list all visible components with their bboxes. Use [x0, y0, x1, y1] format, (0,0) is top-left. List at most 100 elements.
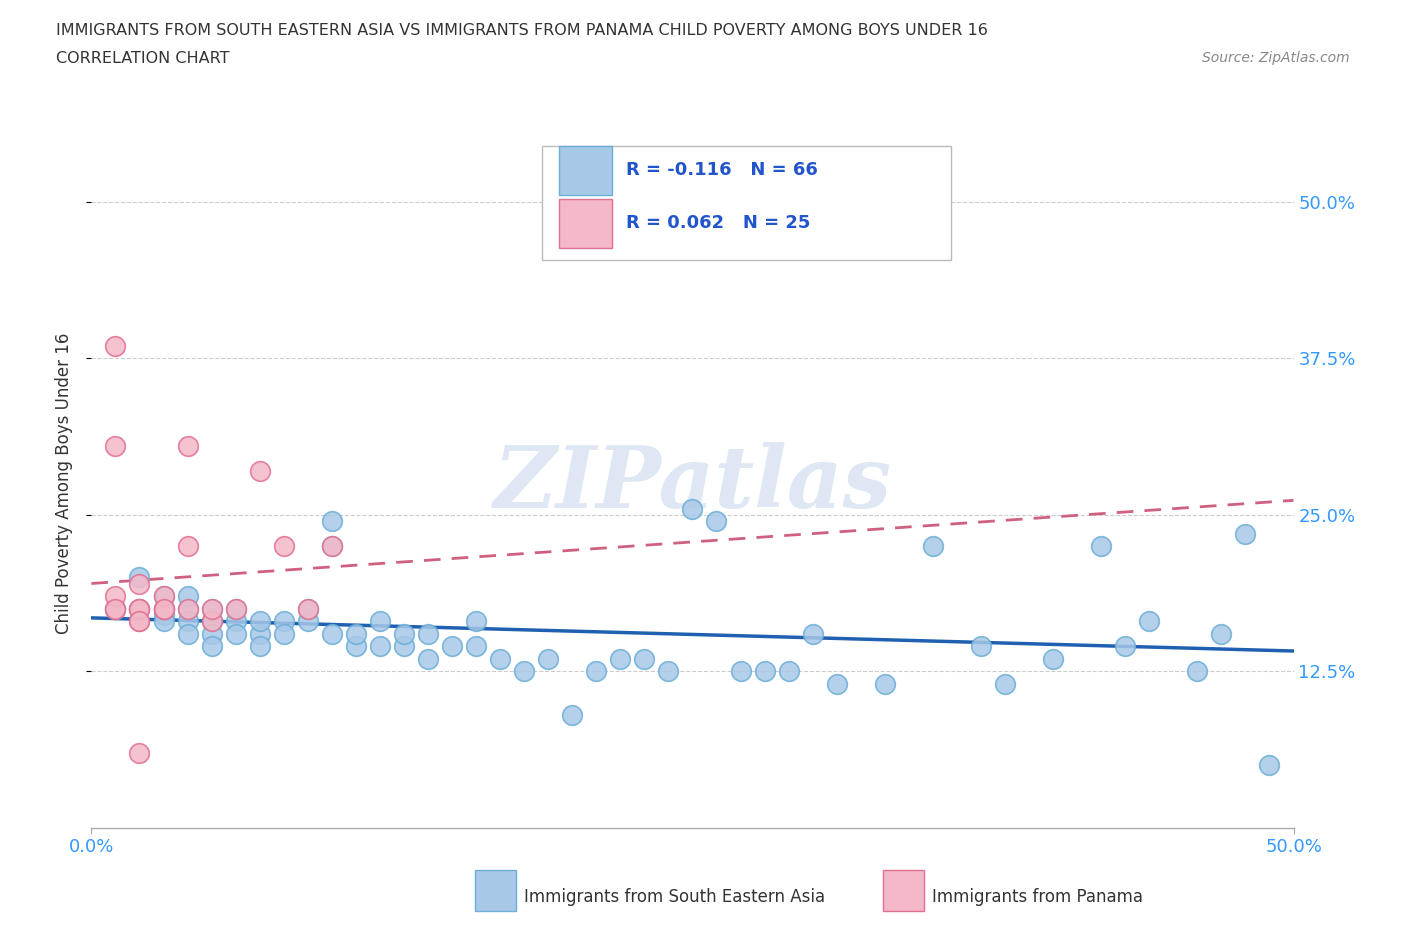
- Point: [754, 664, 776, 679]
- Point: [201, 639, 224, 654]
- Point: [321, 538, 343, 553]
- Point: [801, 626, 824, 641]
- Point: [104, 439, 127, 454]
- Point: [104, 589, 127, 604]
- Point: [176, 602, 198, 617]
- Point: [128, 602, 150, 617]
- Point: [297, 614, 319, 629]
- Point: [128, 602, 150, 617]
- Text: CORRELATION CHART: CORRELATION CHART: [56, 51, 229, 66]
- Point: [225, 626, 247, 641]
- Point: [1090, 538, 1112, 553]
- Point: [249, 464, 271, 479]
- Point: [440, 639, 463, 654]
- Y-axis label: Child Poverty Among Boys Under 16: Child Poverty Among Boys Under 16: [55, 333, 73, 634]
- Point: [657, 664, 679, 679]
- FancyBboxPatch shape: [560, 146, 612, 194]
- Point: [416, 651, 439, 666]
- Point: [249, 639, 271, 654]
- Point: [128, 614, 150, 629]
- Point: [344, 639, 367, 654]
- Point: [249, 614, 271, 629]
- Point: [1234, 526, 1257, 541]
- Point: [152, 614, 174, 629]
- Point: [128, 602, 150, 617]
- Text: R = -0.116   N = 66: R = -0.116 N = 66: [626, 161, 818, 179]
- Point: [201, 626, 224, 641]
- FancyBboxPatch shape: [560, 199, 612, 248]
- Point: [706, 513, 728, 528]
- Text: Immigrants from South Eastern Asia: Immigrants from South Eastern Asia: [524, 888, 825, 907]
- Point: [104, 339, 127, 353]
- Point: [225, 614, 247, 629]
- Point: [176, 614, 198, 629]
- Point: [1187, 664, 1209, 679]
- Text: Source: ZipAtlas.com: Source: ZipAtlas.com: [1202, 51, 1350, 65]
- Point: [1137, 614, 1160, 629]
- Point: [1258, 758, 1281, 773]
- Point: [778, 664, 800, 679]
- Point: [730, 664, 752, 679]
- FancyBboxPatch shape: [543, 146, 950, 260]
- Point: [994, 676, 1017, 691]
- Point: [128, 745, 150, 760]
- Point: [321, 626, 343, 641]
- Point: [128, 614, 150, 629]
- Point: [128, 570, 150, 585]
- Point: [825, 676, 848, 691]
- Point: [176, 439, 198, 454]
- Text: Immigrants from Panama: Immigrants from Panama: [932, 888, 1143, 907]
- Point: [297, 602, 319, 617]
- Point: [225, 602, 247, 617]
- Point: [1211, 626, 1233, 641]
- Point: [368, 639, 391, 654]
- Point: [152, 602, 174, 617]
- Point: [537, 651, 560, 666]
- Point: [128, 577, 150, 591]
- Point: [368, 614, 391, 629]
- Point: [609, 651, 631, 666]
- Point: [1114, 639, 1136, 654]
- Point: [489, 651, 512, 666]
- Point: [273, 626, 295, 641]
- Text: IMMIGRANTS FROM SOUTH EASTERN ASIA VS IMMIGRANTS FROM PANAMA CHILD POVERTY AMONG: IMMIGRANTS FROM SOUTH EASTERN ASIA VS IM…: [56, 23, 988, 38]
- Point: [633, 651, 655, 666]
- Point: [152, 602, 174, 617]
- Point: [201, 614, 224, 629]
- Point: [873, 676, 896, 691]
- Point: [273, 614, 295, 629]
- Point: [201, 602, 224, 617]
- Point: [561, 708, 583, 723]
- Point: [104, 602, 127, 617]
- Point: [465, 639, 488, 654]
- Point: [176, 538, 198, 553]
- Point: [201, 614, 224, 629]
- Text: R = 0.062   N = 25: R = 0.062 N = 25: [626, 215, 811, 232]
- Point: [465, 614, 488, 629]
- Point: [225, 602, 247, 617]
- Point: [176, 602, 198, 617]
- Point: [344, 626, 367, 641]
- Point: [152, 589, 174, 604]
- Point: [104, 602, 127, 617]
- Point: [321, 538, 343, 553]
- Point: [392, 626, 415, 641]
- Point: [970, 639, 993, 654]
- Point: [152, 602, 174, 617]
- Point: [416, 626, 439, 641]
- Point: [152, 607, 174, 622]
- Point: [104, 602, 127, 617]
- Point: [176, 626, 198, 641]
- Point: [249, 626, 271, 641]
- Point: [273, 538, 295, 553]
- Point: [513, 664, 536, 679]
- Point: [392, 639, 415, 654]
- Point: [585, 664, 607, 679]
- Point: [201, 602, 224, 617]
- Point: [922, 538, 945, 553]
- Point: [176, 589, 198, 604]
- Point: [681, 501, 703, 516]
- Point: [1042, 651, 1064, 666]
- Point: [152, 602, 174, 617]
- Text: ZIPatlas: ZIPatlas: [494, 442, 891, 525]
